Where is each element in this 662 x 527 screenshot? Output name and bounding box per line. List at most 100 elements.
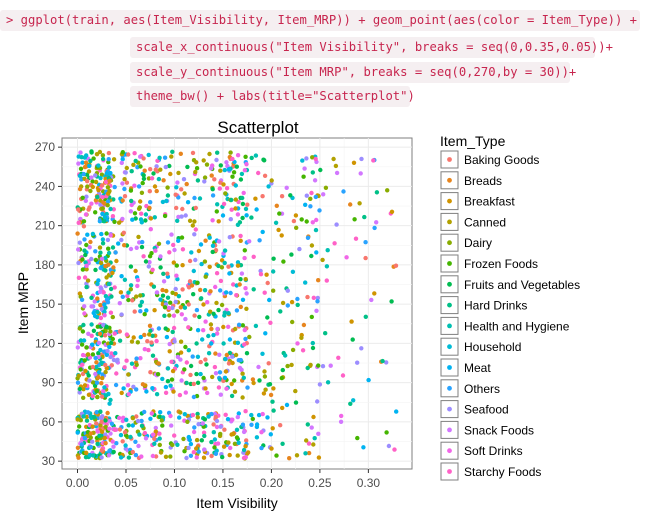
data-point [268,432,273,437]
data-point [108,431,113,436]
data-point [126,152,131,157]
data-point [295,296,300,302]
data-point [103,432,108,437]
data-point [290,347,296,353]
data-point [163,384,169,390]
data-point [169,423,174,428]
data-point [142,332,147,338]
data-point [196,449,201,454]
data-point [123,443,128,448]
data-point [95,309,100,315]
y-tick-label: 240 [35,179,55,193]
data-point [230,354,235,359]
data-point [178,410,183,415]
data-point [150,453,156,459]
data-point [223,191,228,196]
data-point [187,218,193,223]
data-point [227,337,233,342]
data-point [384,360,389,365]
data-point [349,319,354,324]
data-point [219,302,225,308]
data-point [108,206,113,212]
data-point [170,442,175,448]
data-point [75,231,80,236]
data-point [311,414,316,420]
data-point [186,445,191,451]
data-point [215,326,220,332]
data-point [306,441,312,446]
data-point [111,207,117,212]
legend-label: Fruits and Vegetables [464,278,580,292]
data-point [103,393,109,398]
data-point [111,157,117,162]
data-point [177,415,182,420]
data-point [125,293,130,299]
data-point [93,371,98,377]
data-point [85,410,91,415]
data-point [195,354,201,359]
data-point [99,172,105,177]
data-point [131,335,136,340]
data-point [79,342,85,347]
data-point [193,227,198,232]
data-point [235,153,241,158]
data-point [251,254,256,259]
data-point [270,426,275,431]
data-point [175,218,180,223]
data-point [104,231,109,236]
data-point [222,260,227,266]
data-point [108,310,114,315]
data-point [309,243,315,248]
data-point [278,423,283,428]
data-point [77,173,83,178]
data-point [234,435,240,440]
data-point [281,259,286,264]
data-point [243,154,248,159]
data-point [200,337,205,342]
data-point [195,411,200,417]
data-point [90,231,96,237]
data-point [195,280,200,285]
data-point [112,427,118,432]
legend-swatch [447,177,452,183]
data-point [179,378,184,383]
data-point [158,265,163,270]
data-point [301,174,306,179]
data-point [152,308,157,313]
data-point [241,190,246,196]
data-point [120,216,125,222]
data-point [313,227,319,233]
data-point [233,206,238,211]
data-point [87,205,92,210]
y-tick-label: 180 [35,258,55,272]
data-point [99,183,105,188]
data-point [110,314,116,320]
data-point [80,352,86,358]
data-point [97,433,102,438]
data-point [351,398,356,403]
data-point [191,292,196,297]
x-axis-label: Item Visibility [196,495,277,511]
data-point [227,452,232,458]
data-point [201,455,207,460]
data-point [355,360,360,365]
data-point [109,421,115,426]
data-point [312,436,317,441]
data-point [173,299,178,305]
data-point [325,248,330,253]
data-point [192,195,197,201]
data-point [94,410,99,415]
data-point [96,163,101,168]
data-point [290,319,295,325]
data-point [98,423,103,428]
data-point [344,255,349,260]
data-point [142,312,147,317]
data-point [111,197,116,202]
data-point [90,380,96,385]
data-point [194,437,200,443]
data-point [105,348,110,354]
data-point [244,306,249,311]
data-point [88,435,93,440]
data-point [171,313,177,318]
